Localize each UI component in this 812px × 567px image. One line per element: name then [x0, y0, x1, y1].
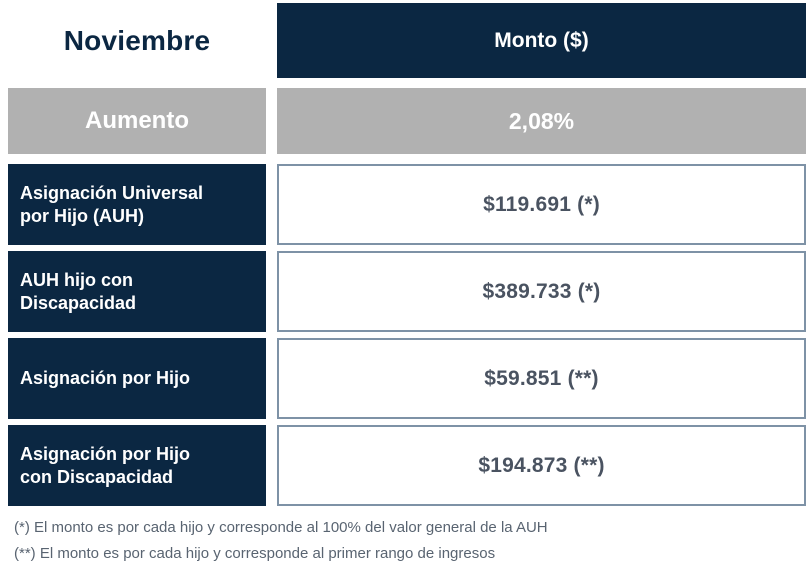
- row-label-asignacion-hijo: Asignación por Hijo: [8, 338, 266, 419]
- increase-value: 2,08%: [508, 107, 575, 134]
- amount-header-label: Monto ($): [494, 28, 589, 52]
- row-label-auh: Asignación Universal por Hijo (AUH): [8, 164, 266, 245]
- row-label-auh-discapacidad: AUH hijo con Discapacidad: [8, 251, 266, 332]
- table-header-row: Noviembre Monto ($): [8, 3, 806, 78]
- footnotes: (*) El monto es por cada hijo y correspo…: [14, 515, 806, 567]
- table-row: Asignación Universal por Hijo (AUH) $119…: [8, 164, 806, 245]
- month-header-cell: Noviembre: [8, 3, 266, 78]
- increase-label: Aumento: [85, 107, 189, 134]
- increase-row: Aumento 2,08%: [8, 88, 806, 154]
- footnote-single-asterisk: (*) El monto es por cada hijo y correspo…: [14, 519, 548, 536]
- footnote-double-asterisk: (**) El monto es por cada hijo y corresp…: [14, 545, 496, 562]
- table-row: Asignación por Hijo con Discapacidad $19…: [8, 425, 806, 506]
- table-row: Asignación por Hijo $59.851 (**): [8, 338, 806, 419]
- table-row: AUH hijo con Discapacidad $389.733 (*): [8, 251, 806, 332]
- row-value-auh-discapacidad: $389.733 (*): [277, 251, 806, 332]
- row-value-asignacion-hijo-discapacidad: $194.873 (**): [277, 425, 806, 506]
- increase-value-cell: 2,08%: [277, 88, 806, 154]
- row-label-asignacion-hijo-discapacidad: Asignación por Hijo con Discapacidad: [8, 425, 266, 506]
- row-value-asignacion-hijo: $59.851 (**): [277, 338, 806, 419]
- row-value-auh: $119.691 (*): [277, 164, 806, 245]
- amount-header-cell: Monto ($): [277, 3, 806, 78]
- increase-label-cell: Aumento: [8, 88, 266, 154]
- month-title: Noviembre: [63, 24, 211, 56]
